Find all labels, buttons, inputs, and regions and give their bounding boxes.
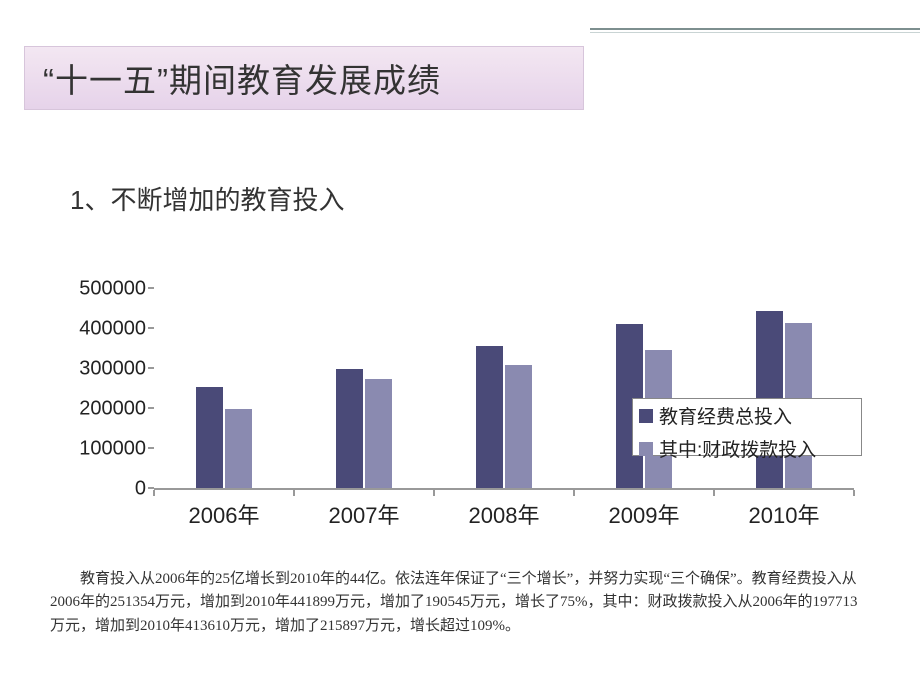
x-tick-mark	[433, 490, 435, 496]
section-subtitle: 1、不断增加的教育投入	[70, 180, 344, 217]
y-tick-mark	[148, 447, 154, 449]
y-tick-label: 200000	[64, 398, 146, 421]
bar	[476, 346, 503, 488]
bar	[365, 379, 392, 488]
legend-item: 其中:财政拨款投入	[633, 432, 861, 465]
y-tick-label: 400000	[64, 318, 146, 341]
legend-swatch	[639, 409, 653, 423]
x-tick-mark	[153, 490, 155, 496]
y-tick-label: 300000	[64, 358, 146, 381]
x-tick-mark	[573, 490, 575, 496]
x-category-label: 2006年	[189, 498, 260, 530]
y-tick-mark	[148, 407, 154, 409]
slide: “十一五”期间教育发展成绩 1、不断增加的教育投入 0 100000 200000 3…	[0, 0, 920, 690]
legend: 教育经费总投入其中:财政拨款投入	[632, 398, 862, 456]
bar-chart: 01000002000003000004000005000002006年2007…	[64, 290, 864, 550]
x-tick-mark	[713, 490, 715, 496]
y-tick-label: 100000	[64, 438, 146, 461]
legend-label: 其中:财政拨款投入	[659, 435, 816, 462]
x-category-label: 2010年	[749, 498, 820, 530]
x-category-label: 2009年	[609, 498, 680, 530]
bar	[336, 369, 363, 488]
y-tick-label: 0	[64, 478, 146, 501]
legend-item: 教育经费总投入	[633, 399, 861, 432]
x-tick-mark	[853, 490, 855, 496]
x-tick-mark	[293, 490, 295, 496]
decorative-line	[590, 32, 920, 33]
decorative-line	[590, 28, 920, 30]
bar	[196, 387, 223, 488]
bar	[225, 409, 252, 488]
y-tick-mark	[148, 487, 154, 489]
legend-label: 教育经费总投入	[659, 402, 792, 429]
bar	[505, 365, 532, 488]
y-tick-mark	[148, 327, 154, 329]
description-paragraph: 教育投入从2006年的25亿增长到2010年的44亿。依法连年保证了“三个增长”…	[50, 568, 870, 638]
y-tick-label: 500000	[64, 278, 146, 301]
title-box: “十一五”期间教育发展成绩	[24, 46, 584, 110]
y-tick-mark	[148, 367, 154, 369]
legend-swatch	[639, 442, 653, 456]
x-category-label: 2008年	[469, 498, 540, 530]
y-tick-mark	[148, 287, 154, 289]
page-title: “十一五”期间教育发展成绩	[43, 54, 441, 102]
x-category-label: 2007年	[329, 498, 400, 530]
